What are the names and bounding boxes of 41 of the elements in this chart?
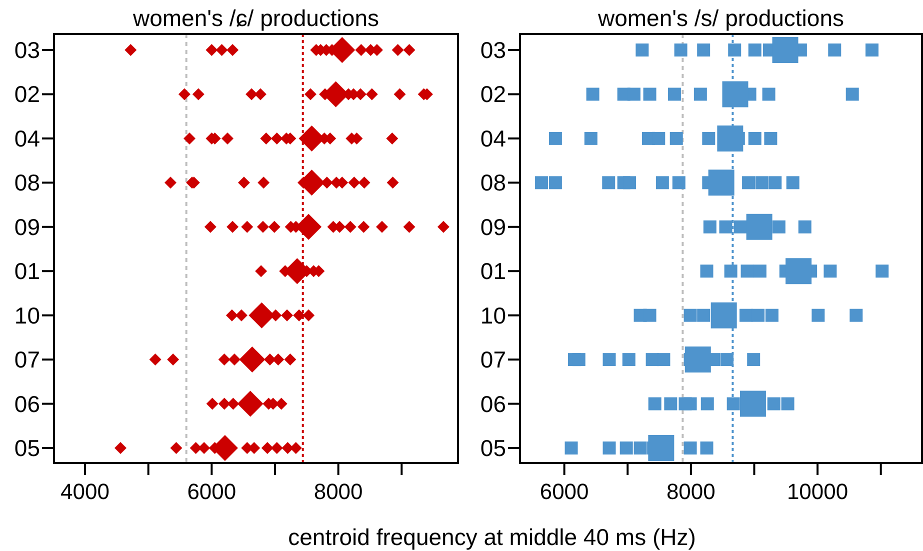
point <box>722 81 748 108</box>
y-tick-label: 10 <box>14 302 40 328</box>
y-tick-label: 03 <box>480 37 506 63</box>
y-tick-label: 07 <box>480 346 506 373</box>
x-tick-label: 6000 <box>187 479 236 504</box>
y-tick-label: 10 <box>480 302 506 328</box>
y-tick-label: 09 <box>480 214 506 240</box>
x-tick-label: 10000 <box>786 479 848 504</box>
y-tick-label: 08 <box>14 170 40 196</box>
y-tick-label: 01 <box>14 258 40 284</box>
y-tick-label: 09 <box>14 214 40 240</box>
x-tick-label: 8000 <box>666 479 716 504</box>
y-tick-label: 06 <box>480 390 506 417</box>
y-tick-label: 04 <box>14 125 40 152</box>
point <box>648 435 674 461</box>
y-tick-label: 02 <box>14 81 40 108</box>
point <box>717 125 744 152</box>
point <box>710 302 737 328</box>
y-tick-label: 04 <box>480 125 506 152</box>
y-tick-label: 07 <box>14 346 40 373</box>
chart-title: women's /ɕ/ productions <box>132 5 380 31</box>
chart-title: women's /s/ productions <box>596 5 844 31</box>
y-tick-label: 01 <box>480 258 506 284</box>
point <box>772 37 798 63</box>
x-tick-label: 4000 <box>60 479 110 504</box>
point <box>746 214 772 240</box>
y-tick-label: 03 <box>14 37 40 63</box>
x-tick-label: 8000 <box>314 479 363 504</box>
point <box>708 170 734 196</box>
point <box>740 390 766 417</box>
y-tick-label: 05 <box>14 435 40 461</box>
y-tick-label: 02 <box>480 81 506 108</box>
y-tick-label: 08 <box>480 170 506 196</box>
x-tick-label: 6000 <box>540 479 589 504</box>
point <box>239 346 266 373</box>
x-axis-title: centroid frequency at middle 40 ms (Hz) <box>288 524 696 550</box>
y-tick-label: 05 <box>480 435 506 461</box>
point <box>684 346 711 373</box>
point <box>786 258 812 284</box>
y-tick-label: 06 <box>14 390 40 417</box>
point <box>237 390 264 417</box>
